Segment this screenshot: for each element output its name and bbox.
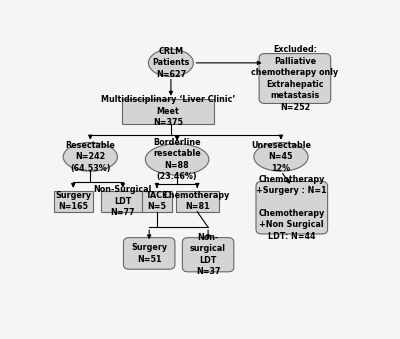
Ellipse shape (148, 49, 193, 77)
FancyBboxPatch shape (122, 99, 214, 123)
Text: Non-Surgical
LDT
N=77: Non-Surgical LDT N=77 (94, 185, 152, 217)
FancyBboxPatch shape (259, 54, 331, 103)
FancyBboxPatch shape (101, 191, 144, 212)
Ellipse shape (63, 142, 118, 171)
FancyBboxPatch shape (54, 191, 93, 212)
Text: Unresectable
N=45
12%: Unresectable N=45 12% (251, 141, 311, 173)
Text: Chemotherapy
N=81: Chemotherapy N=81 (164, 191, 230, 212)
Text: Resectable
N=242
(64.53%): Resectable N=242 (64.53%) (65, 141, 115, 173)
FancyBboxPatch shape (142, 191, 172, 212)
Text: Non-
surgical
LDT
N=37: Non- surgical LDT N=37 (190, 233, 226, 276)
Text: Excluded:
Palliative
chemotherapy only
Extrahepatic
metastasis
N=252: Excluded: Palliative chemotherapy only E… (251, 45, 338, 112)
Text: TACE
N=5: TACE N=5 (146, 191, 168, 212)
FancyBboxPatch shape (182, 238, 234, 272)
Text: Multidisciplinary ‘Liver Clinic’
Meet
N=375: Multidisciplinary ‘Liver Clinic’ Meet N=… (100, 95, 235, 127)
Ellipse shape (254, 142, 308, 171)
Ellipse shape (145, 144, 209, 175)
Text: Surgery
N=165: Surgery N=165 (55, 191, 91, 212)
FancyBboxPatch shape (124, 238, 175, 269)
Text: Borderline
resectable
N=88
(23.46%): Borderline resectable N=88 (23.46%) (153, 138, 201, 181)
FancyBboxPatch shape (176, 191, 219, 212)
Text: Chemotherapy
+Surgery : N=1

Chemotherapy
+Non Surgical
LDT: N=44: Chemotherapy +Surgery : N=1 Chemotherapy… (256, 175, 327, 241)
FancyBboxPatch shape (256, 181, 328, 234)
Text: CRLM
Patients
N=627: CRLM Patients N=627 (152, 47, 190, 79)
Text: Surgery
N=51: Surgery N=51 (131, 243, 167, 264)
